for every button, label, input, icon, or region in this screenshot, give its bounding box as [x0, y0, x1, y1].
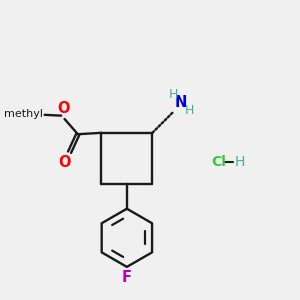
- Text: F: F: [122, 270, 132, 285]
- Text: O: O: [58, 101, 70, 116]
- Text: Cl: Cl: [212, 155, 226, 170]
- Text: N: N: [175, 95, 187, 110]
- Text: H: H: [184, 104, 194, 117]
- Text: methyl: methyl: [4, 109, 43, 119]
- Text: H: H: [234, 155, 245, 170]
- Text: H: H: [168, 88, 178, 101]
- Text: O: O: [58, 155, 70, 170]
